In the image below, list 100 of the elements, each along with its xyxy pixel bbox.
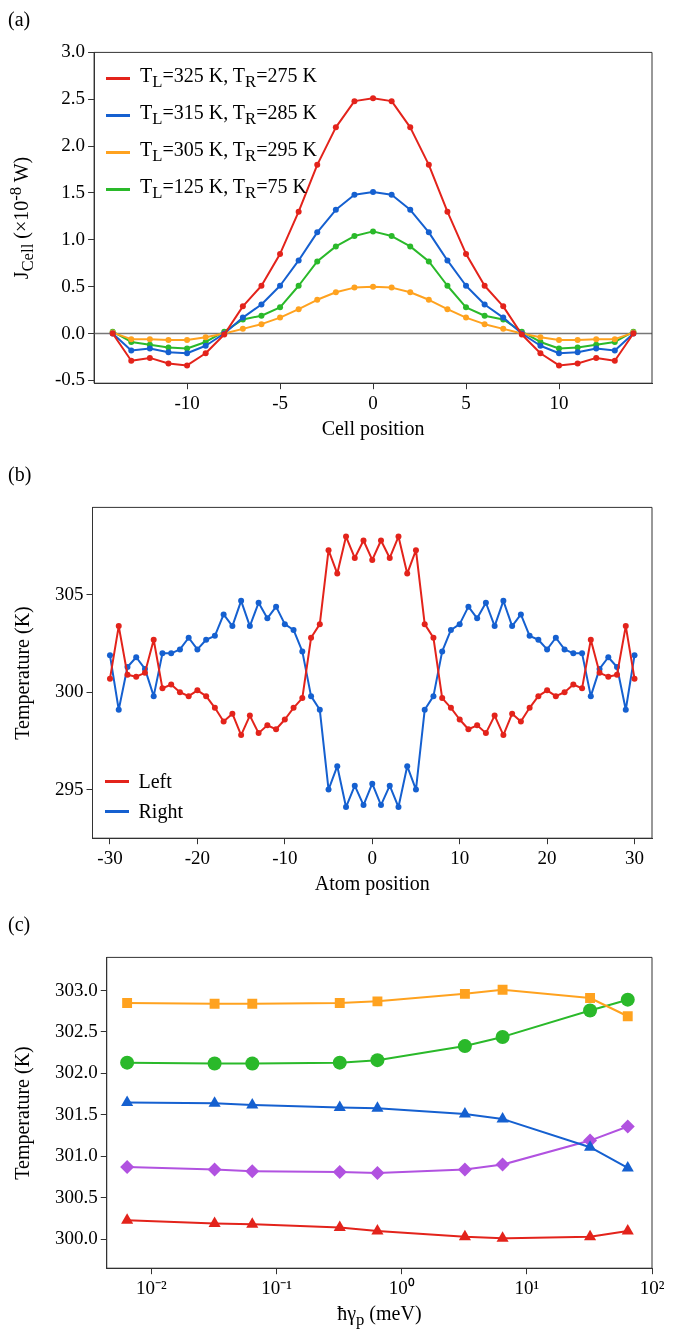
point — [277, 282, 284, 289]
y-tick-label: 301.5 — [55, 1102, 98, 1124]
x-tick-label: 10⁻¹ — [261, 1276, 293, 1298]
point — [593, 345, 600, 352]
point — [202, 334, 209, 341]
point — [314, 161, 321, 168]
point — [239, 303, 246, 310]
point — [556, 337, 563, 344]
point — [425, 258, 432, 265]
point — [444, 257, 451, 264]
point — [481, 312, 488, 319]
point — [370, 283, 377, 290]
point — [407, 243, 414, 250]
point — [351, 284, 358, 291]
point — [184, 337, 191, 344]
point — [351, 233, 358, 240]
point — [128, 357, 135, 364]
point — [500, 303, 507, 310]
point — [184, 362, 191, 369]
point — [146, 336, 153, 343]
legend-label: T$_{L}$=325 K, T$_{R}$=275 K — [140, 63, 317, 94]
y-tick-label: 300.0 — [55, 1227, 98, 1249]
y-tick-label: 1.5 — [61, 180, 86, 202]
point — [295, 282, 302, 289]
x-axis-title: Atom position — [314, 872, 430, 896]
point — [351, 98, 358, 105]
x-tick-label: 10⁰ — [388, 1276, 415, 1298]
x-tick-label: 5 — [461, 391, 471, 413]
legend-label: Right — [138, 799, 183, 825]
point — [574, 349, 581, 356]
y-tick-label: 302.5 — [55, 1019, 98, 1041]
point — [425, 296, 432, 303]
y-tick-label: -0.5 — [55, 368, 86, 390]
y-tick-label: 2.5 — [61, 87, 86, 109]
point — [258, 312, 265, 319]
text: (c) — [8, 913, 31, 936]
point — [258, 301, 265, 308]
point — [202, 342, 209, 349]
point — [165, 349, 172, 356]
x-tick-label: 10⁻² — [136, 1276, 168, 1298]
point — [611, 347, 618, 354]
x-tick-label: 10 — [450, 846, 470, 868]
point — [277, 304, 284, 311]
x-tick-label: -5 — [272, 391, 288, 413]
y-tick-label: 301.0 — [55, 1144, 98, 1166]
y-tick-label: 1.0 — [61, 227, 86, 249]
point — [574, 360, 581, 367]
point — [593, 336, 600, 343]
point — [295, 257, 302, 264]
y-axis-title: Temperature (K) — [10, 606, 34, 740]
y-tick-label: 305 — [55, 582, 84, 604]
point — [277, 314, 284, 321]
point — [444, 306, 451, 313]
point — [258, 321, 265, 328]
point — [481, 301, 488, 308]
point — [370, 189, 377, 196]
x-tick-label: 10¹ — [514, 1276, 540, 1298]
x-tick-label: -20 — [184, 846, 211, 868]
point — [463, 282, 470, 289]
point — [407, 206, 414, 213]
y-tick-label: 0.5 — [61, 274, 86, 296]
point — [537, 342, 544, 349]
point — [463, 314, 470, 321]
point — [314, 258, 321, 265]
point — [295, 306, 302, 313]
x-axis-title: ħγ$_{p}$ (meV) — [337, 1302, 422, 1331]
point — [556, 362, 563, 369]
point — [277, 250, 284, 257]
point — [444, 282, 451, 289]
x-axis-title: Cell position — [321, 417, 425, 441]
point — [370, 228, 377, 235]
y-tick-label: 302.0 — [55, 1061, 98, 1083]
point — [611, 357, 618, 364]
y-axis-title: Temperature (K) — [10, 1046, 34, 1180]
point — [146, 345, 153, 352]
y-tick-label: 3.0 — [61, 40, 86, 62]
point — [258, 282, 265, 289]
y-tick-label: 300 — [55, 680, 84, 702]
x-tick-label: -30 — [97, 846, 123, 868]
y-tick-label: 303.0 — [55, 978, 98, 1000]
point — [388, 98, 395, 105]
x-tick-label: -10 — [272, 846, 298, 868]
x-tick-label: 0 — [368, 391, 378, 413]
point — [463, 304, 470, 311]
y-tick-label: 0.0 — [61, 321, 86, 343]
text: (b) — [8, 463, 32, 486]
x-tick-label: 20 — [537, 846, 557, 868]
point — [165, 360, 172, 367]
point — [593, 354, 600, 361]
point — [165, 337, 172, 344]
point — [425, 229, 432, 236]
x-tick-label: 30 — [625, 846, 645, 868]
point — [184, 350, 191, 357]
point — [332, 124, 339, 131]
point — [351, 191, 358, 198]
point — [146, 354, 153, 361]
legend-label: Left — [138, 769, 172, 795]
point — [314, 229, 321, 236]
point — [388, 233, 395, 240]
text: (a) — [8, 8, 31, 31]
